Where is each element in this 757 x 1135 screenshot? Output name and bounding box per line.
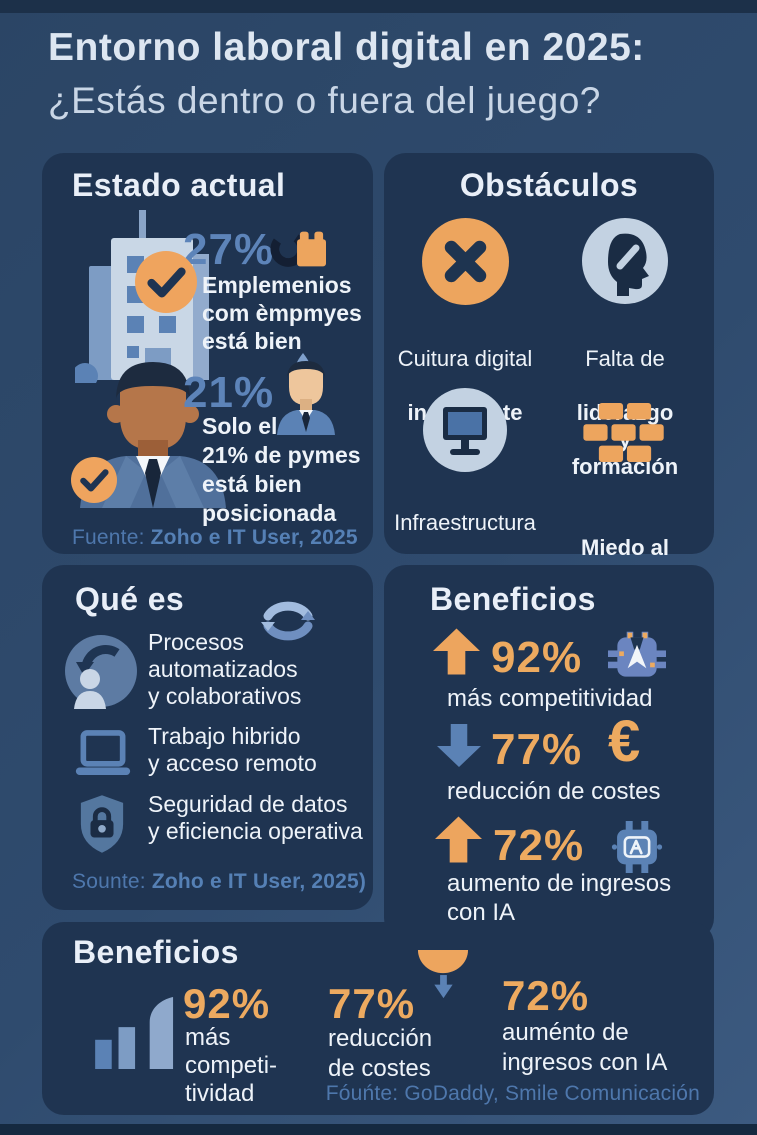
- monitor-circle-icon: [423, 388, 507, 472]
- que-es-item-text: Seguridad de datos y eficiencia operativ…: [148, 791, 363, 844]
- que-es-item-text: Trabajo hibrido y acceso remoto: [148, 723, 317, 776]
- beneficios-bottom-source: Fóuńte: GoDaddy, Smile Comunicación: [325, 1082, 700, 1105]
- que-es-source: Sounte: Zoho e IT User, 2025): [72, 870, 367, 893]
- funnel-icon: [417, 948, 469, 1004]
- benefit-caption: reducción de costes: [447, 778, 661, 805]
- page-title-line2: ¿Estás dentro o fuera del juego?: [48, 80, 601, 121]
- small-person-icon: [275, 361, 337, 435]
- x-circle-icon: [422, 218, 509, 305]
- stat1-text: Emplemenios com èmpmyes está bien: [202, 272, 362, 354]
- estado-heading: Estado actual: [72, 167, 286, 203]
- benefit-caption: aumento de ingresos con IA: [447, 870, 672, 926]
- benefit-bottom-caption: más competi- tividad: [185, 1024, 278, 1107]
- beneficios-bottom-heading: Beneficios: [73, 934, 239, 970]
- rising-bars-icon: [95, 995, 181, 1069]
- benefit-caption: más competitividad: [447, 685, 653, 712]
- shield-lock-icon: [78, 793, 126, 855]
- automation-person-icon: [63, 633, 139, 709]
- que-es-item-text: Procesos automatizados y colaborativos: [148, 629, 302, 709]
- benefit-bottom-value: 77%: [328, 980, 416, 1027]
- estado-source: Fuente: Zoho e IT User, 2025: [72, 526, 358, 549]
- up-arrow-icon: [433, 628, 480, 675]
- panel-estado-actual: Estado actual 27%: [42, 153, 373, 554]
- sync-arrows-icon: [258, 595, 318, 647]
- beneficios-heading: Beneficios: [430, 581, 596, 617]
- page-title-line1: Entorno laboral digital en 2025:: [48, 26, 645, 69]
- obstacle-label: Falta de liderazgo y formación: [571, 346, 679, 479]
- stat2-text: Solo el 21% de pymes está bien posiciona…: [202, 413, 361, 526]
- head-profile-icon: [582, 218, 668, 304]
- up-arrow-icon: [435, 816, 482, 863]
- benefit-value: 92%: [491, 633, 583, 682]
- benefit-bottom-caption: reducción de costes: [328, 1025, 433, 1082]
- laptop-icon: [74, 730, 132, 777]
- check-circle-icon: [71, 457, 117, 503]
- benefit-bottom-caption: auménto de ingresos con IA: [502, 1019, 668, 1076]
- ai-chip-icon: [608, 631, 666, 683]
- circle-house-icon: [270, 227, 326, 269]
- check-circle-icon: [135, 251, 197, 313]
- benefit-value: 72%: [493, 821, 585, 870]
- euro-icon: €: [608, 709, 641, 774]
- brick-wall-icon: [583, 403, 667, 463]
- benefit-bottom-value: 72%: [502, 972, 590, 1019]
- bottom-border: [0, 1124, 757, 1135]
- benefit-bottom-value: 92%: [183, 980, 271, 1027]
- top-border: [0, 0, 757, 13]
- que-es-heading: Qué es: [75, 581, 185, 617]
- stat1-value: 27%: [183, 225, 275, 274]
- benefit-value: 77%: [491, 725, 583, 774]
- down-arrow-icon: [437, 718, 481, 773]
- ai-chip-icon: [611, 821, 663, 873]
- panel-beneficios: Beneficios 92% más competitivi: [384, 565, 714, 940]
- panel-que-es: Qué es Procesos automatizados y colabora…: [42, 565, 373, 910]
- businessman-avatar: [72, 356, 234, 508]
- stat2-value: 21%: [183, 368, 275, 417]
- obstaculos-heading: Obstáculos: [459, 167, 639, 203]
- panel-beneficios-bottom: Beneficios 92% más competi- tividad 77% …: [42, 922, 714, 1115]
- panel-obstaculos: Obstáculos Cuitura digital inexistente F…: [384, 153, 714, 589]
